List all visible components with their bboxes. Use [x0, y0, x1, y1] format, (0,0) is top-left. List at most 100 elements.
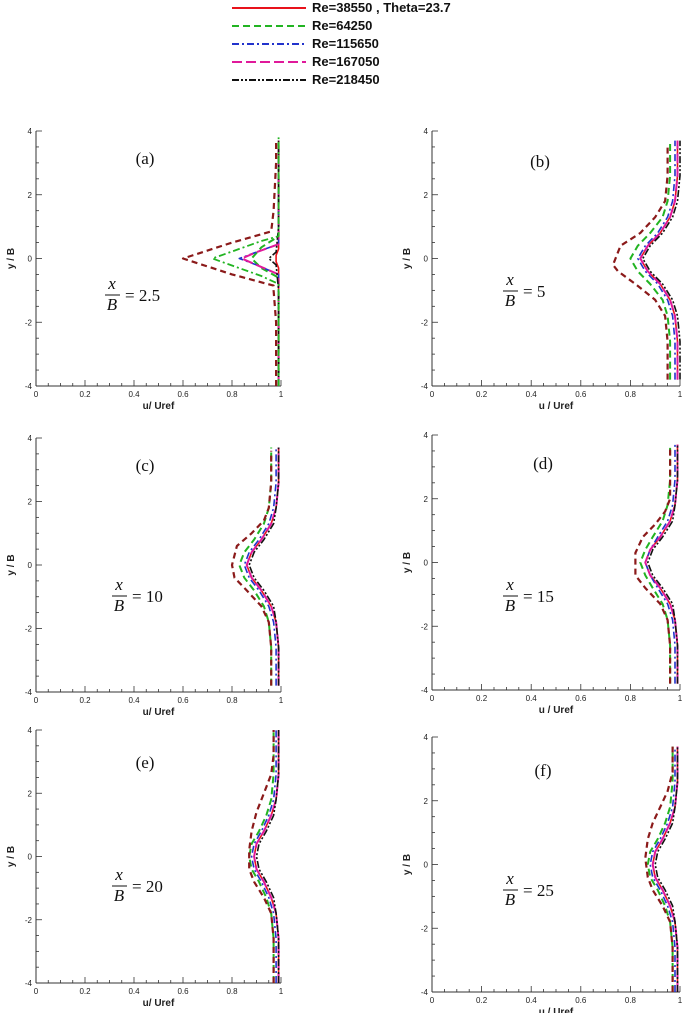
series-line [644, 444, 676, 684]
series-line [248, 730, 275, 983]
y-tick-label: 2 [424, 797, 429, 806]
panel-label: (d) [533, 454, 553, 473]
series-line [651, 746, 679, 992]
x-tick-label: 0.2 [476, 694, 488, 703]
annotation-value: = 10 [132, 587, 163, 606]
legend-entry: Re=218450 [232, 72, 380, 87]
chart-panel: 0 0.2 0.4 0.6 0.8 1 -4 -2 0 2 4 u/ Uref y / B (e) xB = … [6, 726, 284, 1009]
legend-label: Re=218450 [312, 72, 380, 87]
x-tick-label: 0.4 [526, 390, 538, 399]
series-line [644, 444, 679, 684]
x-tick-label: 1 [678, 996, 683, 1005]
y-tick-label: 4 [28, 726, 33, 735]
series-line [253, 730, 280, 983]
series-line [611, 143, 669, 380]
x-tick-label: 0.2 [79, 696, 91, 705]
y-tick-label: -4 [25, 688, 33, 697]
x-tick-label: 0.8 [625, 996, 637, 1005]
x-tick-label: 0.8 [625, 694, 637, 703]
legend-label: Re=38550 , Theta=23.7 [312, 0, 451, 15]
legend: Re=38550 , Theta=23.7 Re=64250 Re=115650 Re… [232, 0, 451, 87]
y-tick-label: -4 [25, 979, 33, 988]
panel-annotation: xB = 25 [503, 869, 554, 909]
panel-annotation: xB = 15 [503, 575, 554, 615]
panel-label: (c) [136, 456, 155, 475]
series-line [255, 730, 280, 983]
annotation-numerator: x [505, 869, 514, 888]
series-line [629, 140, 672, 380]
legend-entry: Re=167050 [232, 54, 380, 69]
y-axis-label: y / B [402, 248, 413, 269]
x-tick-label: 0.4 [128, 390, 140, 399]
annotation-denominator: B [107, 295, 118, 314]
y-tick-label: -4 [421, 988, 429, 997]
y-tick-label: -2 [421, 622, 429, 631]
x-tick-label: 0.6 [575, 390, 587, 399]
x-tick-label: 0 [34, 390, 39, 399]
chart-panel: 0 0.2 0.4 0.6 0.8 1 -4 -2 0 2 4 u / Uref y / B (d) xB =… [402, 431, 683, 716]
chart-panel: 0 0.2 0.4 0.6 0.8 1 -4 -2 0 2 4 u / Uref y / B (f) xB =… [402, 733, 683, 1013]
y-tick-label: -4 [421, 686, 429, 695]
series-line [250, 730, 277, 983]
series-line [238, 140, 280, 386]
annotation-denominator: B [505, 596, 516, 615]
y-axis-label: y / B [6, 248, 17, 269]
chart-panel: 0 0.2 0.4 0.6 0.8 1 -4 -2 0 2 4 u/ Uref y / B (c) xB = … [6, 434, 284, 718]
x-tick-label: 0 [430, 694, 435, 703]
annotation-numerator: x [505, 270, 514, 289]
y-tick-label: -2 [421, 924, 429, 933]
series-line [634, 447, 672, 684]
x-tick-label: 0.6 [177, 390, 189, 399]
y-tick-label: 0 [28, 853, 33, 862]
panel-label: (a) [136, 149, 155, 168]
y-tick-label: 2 [28, 191, 33, 200]
x-tick-label: 0 [430, 996, 435, 1005]
series-line [639, 140, 679, 380]
x-tick-label: 0.2 [79, 390, 91, 399]
y-tick-label: 4 [28, 434, 33, 443]
x-tick-label: 0.8 [625, 390, 637, 399]
series-line [651, 746, 679, 992]
chart-panel: 0 0.2 0.4 0.6 0.8 1 -4 -2 0 2 4 u / Uref y / B (b) xB =… [402, 127, 683, 412]
series-line [639, 140, 679, 380]
y-tick-label: 4 [424, 127, 429, 136]
panel-label: (e) [136, 753, 155, 772]
legend-entry: Re=64250 [232, 18, 372, 33]
y-tick-label: -4 [25, 382, 33, 391]
y-axis-label: y / B [402, 552, 413, 573]
x-tick-label: 0.6 [177, 987, 189, 996]
series-line [245, 447, 280, 686]
annotation-denominator: B [114, 886, 125, 905]
x-tick-label: 0.6 [177, 696, 189, 705]
series-line [248, 730, 275, 983]
y-tick-label: 2 [424, 191, 429, 200]
legend-entry: Re=115650 [232, 36, 379, 51]
annotation-numerator: x [505, 575, 514, 594]
x-tick-label: 0.6 [575, 694, 587, 703]
series-line [253, 730, 280, 983]
x-tick-label: 0.2 [476, 390, 488, 399]
y-axis-label: y / B [6, 846, 17, 867]
panel-annotation: xB = 10 [112, 575, 163, 615]
x-tick-label: 0.6 [575, 996, 587, 1005]
y-tick-label: -2 [421, 318, 429, 327]
x-tick-label: 0.4 [128, 987, 140, 996]
y-tick-label: 2 [424, 495, 429, 504]
series-line [211, 137, 280, 386]
x-tick-label: 0.2 [79, 987, 91, 996]
x-tick-label: 0 [430, 390, 435, 399]
x-tick-label: 0.4 [128, 696, 140, 705]
annotation-value: = 5 [523, 282, 545, 301]
annotation-numerator: x [114, 865, 123, 884]
y-tick-label: -2 [25, 625, 33, 634]
legend-label: Re=64250 [312, 18, 372, 33]
x-axis-label: u / Uref [539, 401, 574, 412]
legend-label: Re=167050 [312, 54, 380, 69]
x-axis-label: u / Uref [539, 705, 574, 716]
annotation-numerator: x [107, 274, 116, 293]
annotation-value: = 25 [523, 881, 554, 900]
legend-entry: Re=38550 , Theta=23.7 [232, 0, 451, 15]
y-tick-label: -2 [25, 318, 33, 327]
